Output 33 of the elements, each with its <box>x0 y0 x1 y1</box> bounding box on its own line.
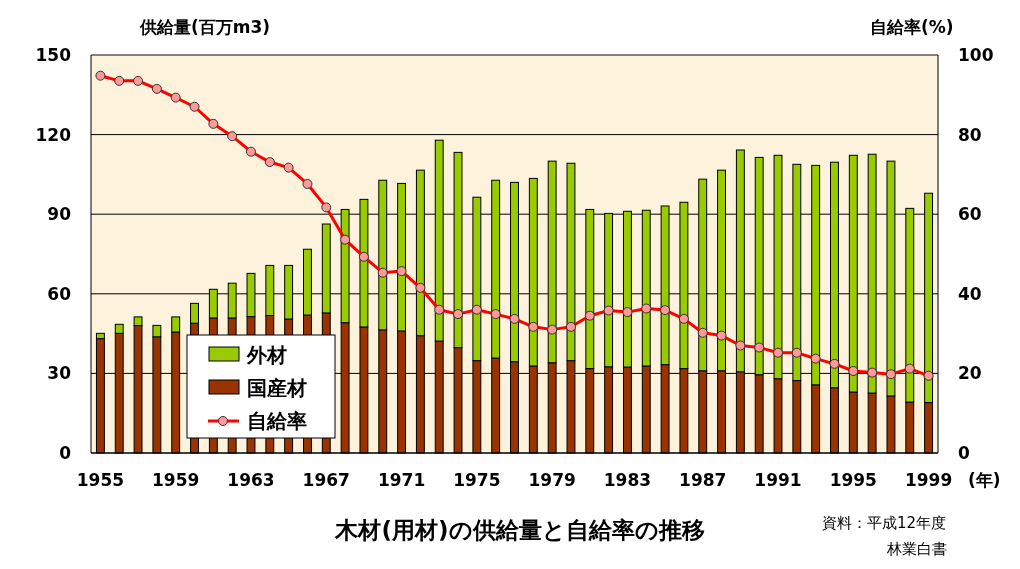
x-tick-label: 1971 <box>377 470 426 490</box>
x-tick-label: 1995 <box>829 470 877 490</box>
x-tick-label: 1955 <box>76 470 125 490</box>
x-tick-label: 1999 <box>904 470 953 490</box>
y-tick-label: 0 <box>59 442 72 463</box>
y2-tick-label: 0 <box>958 442 970 463</box>
legend-label: 外材 <box>246 343 287 367</box>
x-tick-label: 1975 <box>453 470 501 490</box>
y-tick-label: 150 <box>35 44 72 65</box>
x-tick-label: 1991 <box>754 470 802 490</box>
x-tick-label: 1967 <box>302 470 350 490</box>
text: 木材(用材)の供給量と自給率の推移 <box>334 517 705 543</box>
x-tick-label: 1979 <box>528 470 576 490</box>
y-axis-title: 供給量(百万m3) <box>139 17 271 37</box>
y-tick-label: 30 <box>47 363 72 384</box>
y2-tick-label: 20 <box>958 363 982 384</box>
y2-tick-label: 100 <box>958 44 994 65</box>
x-tick-label: 1987 <box>679 470 727 490</box>
y2-axis-title: 自給率(%) <box>870 17 954 37</box>
y2-tick-label: 80 <box>958 124 982 145</box>
text: 林業白書 <box>886 540 947 558</box>
y2-tick-label: 40 <box>958 283 982 304</box>
x-tick-label: 1963 <box>227 470 275 490</box>
legend-label: 国産材 <box>247 376 307 400</box>
y-tick-label: 60 <box>47 283 72 304</box>
y-tick-label: 120 <box>35 124 72 145</box>
y2-tick-label: 60 <box>958 204 982 225</box>
y-tick-label: 90 <box>47 204 72 225</box>
x-tick-label: 1983 <box>603 470 652 490</box>
x-axis-title: (年) <box>968 470 1001 490</box>
text: 資料：平成12年度 <box>822 514 947 532</box>
x-tick-label: 1959 <box>152 470 200 490</box>
legend-label: 自給率 <box>247 409 307 433</box>
